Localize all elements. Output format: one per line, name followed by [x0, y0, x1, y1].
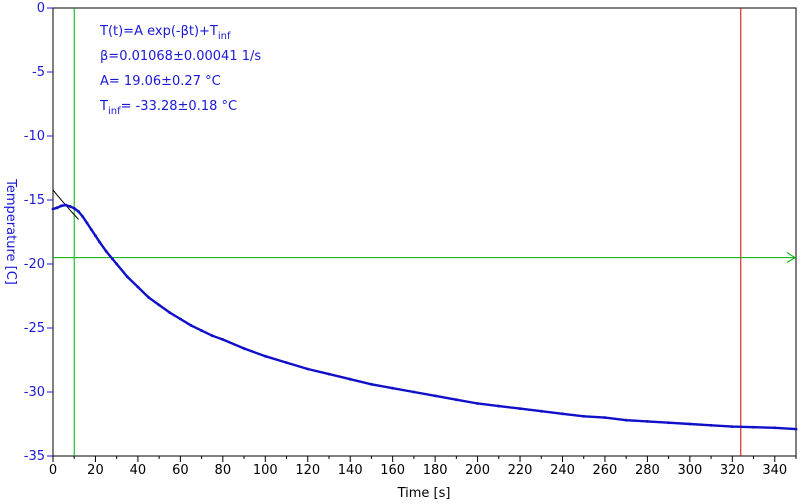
data-point — [157, 303, 161, 307]
data-point — [221, 338, 225, 341]
x-tick-label: 320 — [720, 463, 745, 478]
data-point — [98, 240, 102, 244]
y-tick-label: -10 — [24, 129, 45, 144]
x-tick-label: 40 — [130, 463, 147, 478]
x-tick-label: 280 — [635, 463, 660, 478]
x-tick-label: 80 — [215, 463, 232, 478]
data-point — [391, 386, 395, 390]
data-point — [709, 423, 713, 427]
x-tick-label: 140 — [338, 463, 363, 478]
y-tick-label: 0 — [37, 1, 45, 16]
data-point — [370, 382, 373, 386]
data-point — [497, 404, 501, 408]
data-point — [412, 390, 416, 394]
y-axis-title: Temperature [C] — [3, 178, 18, 285]
data-point — [603, 416, 607, 419]
data-point — [348, 377, 352, 381]
data-point — [104, 249, 108, 253]
y-tick-label: -5 — [32, 65, 45, 80]
data-point — [561, 412, 564, 416]
data-point — [189, 324, 193, 327]
data-point — [168, 311, 172, 314]
data-point — [433, 394, 437, 398]
data-point — [688, 422, 692, 426]
data-point — [518, 407, 522, 410]
data-point — [667, 421, 670, 425]
data-point — [730, 425, 734, 428]
data-point — [624, 418, 628, 422]
data-point — [64, 203, 68, 207]
data-point — [646, 420, 649, 423]
data-point — [773, 426, 777, 430]
x-tick-label: 180 — [423, 463, 448, 478]
data-series-line — [52, 203, 797, 431]
data-point — [200, 329, 204, 332]
data-point — [582, 414, 586, 418]
data-point — [752, 425, 755, 429]
x-tick-label: 0 — [49, 463, 57, 478]
x-tick-label: 220 — [508, 463, 533, 478]
data-point — [476, 402, 479, 405]
data-point — [72, 206, 76, 210]
fit-formula: T(t)=A exp(-βt)+Tinf — [99, 24, 231, 42]
x-tick-label: 240 — [550, 463, 575, 478]
y-tick-label: -30 — [24, 385, 45, 400]
x-axis-title: Time [s] — [397, 486, 451, 501]
data-point — [81, 215, 85, 219]
data-point — [111, 257, 114, 261]
data-point — [55, 206, 59, 210]
fit-beta: β=0.01068±0.00041 1/s — [100, 49, 261, 64]
x-tick-label: 120 — [295, 463, 320, 478]
data-point — [125, 275, 129, 279]
data-point — [136, 285, 140, 289]
data-point — [242, 347, 246, 350]
data-point — [794, 427, 798, 431]
data-point — [210, 334, 214, 338]
data-point — [263, 354, 267, 358]
data-point — [327, 372, 331, 376]
y-tick-label: -35 — [24, 449, 45, 464]
fit-amplitude: A= 19.06±0.27 °C — [100, 74, 221, 89]
x-tick-label: 340 — [762, 463, 787, 478]
data-point — [60, 204, 63, 208]
x-tick-label: 200 — [465, 463, 490, 478]
x-tick-label: 300 — [677, 463, 702, 478]
x-tick-label: 160 — [380, 463, 405, 478]
data-point — [285, 361, 288, 364]
y-axis-ticks: 0 -5 -10 -15 -20 -25 -30 -35 — [24, 1, 53, 464]
fit-tinf: Tinf= -33.28±0.18 °C — [99, 99, 237, 117]
plot-area — [52, 7, 797, 457]
fit-parameters: T(t)=A exp(-βt)+Tinf β=0.01068±0.00041 1… — [99, 24, 261, 117]
data-point — [306, 367, 310, 371]
data-point — [94, 234, 97, 238]
data-point — [454, 398, 458, 402]
data-point — [77, 210, 80, 213]
x-tick-label: 260 — [593, 463, 618, 478]
y-tick-label: -25 — [24, 321, 45, 336]
data-point — [539, 409, 543, 413]
data-point — [147, 295, 150, 299]
arrow-right-icon — [786, 252, 796, 264]
data-point — [85, 221, 89, 225]
data-point — [179, 317, 182, 321]
data-point — [68, 205, 72, 208]
x-axis-ticks: 0 20 40 60 80 100 120 140 160 180 200 220 240 260 280 3… — [49, 456, 797, 478]
y-tick-label: -15 — [24, 193, 45, 208]
data-point — [51, 207, 55, 211]
x-tick-label: 100 — [253, 463, 278, 478]
data-point — [115, 262, 119, 266]
x-tick-label: 20 — [87, 463, 104, 478]
y-tick-label: -20 — [24, 257, 45, 272]
data-points — [51, 203, 798, 431]
x-tick-label: 60 — [172, 463, 189, 478]
data-point — [89, 228, 93, 231]
